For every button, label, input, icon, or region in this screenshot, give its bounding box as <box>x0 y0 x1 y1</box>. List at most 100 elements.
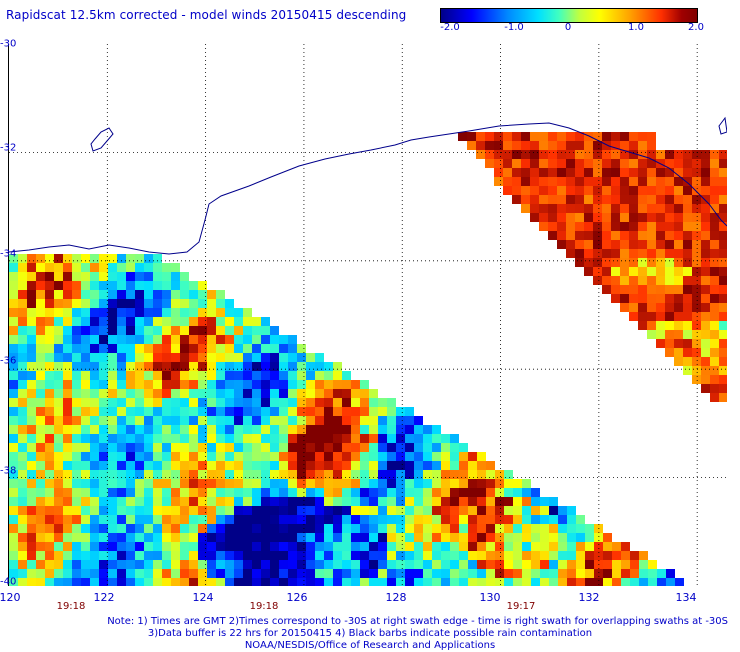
wind-cell <box>621 569 630 578</box>
wind-cell <box>189 425 198 434</box>
wind-cell <box>648 578 657 586</box>
wind-cell <box>566 132 575 141</box>
wind-cell <box>306 560 315 569</box>
wind-cell <box>27 281 36 290</box>
wind-cell <box>108 308 117 317</box>
wind-cell <box>27 344 36 353</box>
wind-cell <box>45 407 54 416</box>
wind-cell <box>378 524 387 533</box>
wind-cell <box>342 470 351 479</box>
wind-cell <box>81 398 90 407</box>
wind-cell <box>423 506 432 515</box>
wind-cell <box>647 285 656 294</box>
wind-cell <box>72 533 81 542</box>
wind-cell <box>27 461 36 470</box>
wind-cell <box>521 132 530 141</box>
wind-cell <box>405 407 414 416</box>
wind-cell <box>423 542 432 551</box>
wind-cell <box>423 497 432 506</box>
wind-cell <box>162 335 171 344</box>
wind-cell <box>45 443 54 452</box>
wind-cell <box>18 542 27 551</box>
wind-cell <box>126 308 135 317</box>
wind-cell <box>288 524 297 533</box>
wind-cell <box>477 515 486 524</box>
wind-cell <box>369 461 378 470</box>
wind-cell <box>18 434 27 443</box>
wind-cell <box>243 344 252 353</box>
wind-cell <box>189 389 198 398</box>
wind-cell <box>360 578 369 586</box>
wind-cell <box>270 479 279 488</box>
wind-cell <box>18 470 27 479</box>
wind-cell <box>602 159 611 168</box>
wind-cell <box>558 542 567 551</box>
wind-cell <box>360 560 369 569</box>
wind-cell <box>216 578 225 586</box>
wind-cell <box>270 515 279 524</box>
wind-cell <box>180 497 189 506</box>
wind-cell <box>252 560 261 569</box>
wind-cell <box>342 515 351 524</box>
wind-cell <box>360 380 369 389</box>
wind-cell <box>342 506 351 515</box>
wind-cell <box>611 249 620 258</box>
wind-cell <box>558 578 567 586</box>
wind-cell <box>45 452 54 461</box>
wind-cell <box>117 533 126 542</box>
wind-cell <box>575 249 584 258</box>
wind-cell <box>522 560 531 569</box>
wind-cell <box>279 371 288 380</box>
wind-cell <box>719 249 727 258</box>
wind-cell <box>99 380 108 389</box>
wind-cell <box>647 132 656 141</box>
wind-cell <box>135 353 144 362</box>
wind-cell <box>288 353 297 362</box>
wind-cell <box>207 326 216 335</box>
wind-cell <box>252 362 261 371</box>
wind-cell <box>674 231 683 240</box>
wind-cell <box>710 393 719 402</box>
wind-cell <box>504 515 513 524</box>
wind-cell <box>90 533 99 542</box>
wind-cell <box>504 506 513 515</box>
wind-cell <box>602 213 611 222</box>
wind-cell <box>72 398 81 407</box>
wind-cell <box>494 177 503 186</box>
wind-cell <box>468 461 477 470</box>
wind-cell <box>575 258 584 267</box>
wind-cell <box>378 497 387 506</box>
wind-cell <box>351 389 360 398</box>
wind-cell <box>252 578 261 586</box>
wind-cell <box>18 326 27 335</box>
wind-cell <box>189 434 198 443</box>
wind-cell <box>324 371 333 380</box>
wind-cell <box>180 479 189 488</box>
wind-cell <box>81 407 90 416</box>
wind-cell <box>468 470 477 479</box>
wind-cell <box>405 569 414 578</box>
wind-cell <box>171 515 180 524</box>
wind-cell <box>584 150 593 159</box>
wind-cell <box>602 141 611 150</box>
wind-cell <box>63 344 72 353</box>
wind-cell <box>243 362 252 371</box>
wind-cell <box>198 353 207 362</box>
wind-cell <box>665 330 674 339</box>
wind-cell <box>45 506 54 515</box>
lon-label: 130 <box>479 591 501 604</box>
wind-cell <box>629 231 638 240</box>
wind-cell <box>45 479 54 488</box>
lon-label: 124 <box>192 591 214 604</box>
wind-cell <box>692 267 701 276</box>
wind-cell <box>9 416 18 425</box>
wind-cell <box>54 263 63 272</box>
wind-cell <box>558 515 567 524</box>
wind-cell <box>351 479 360 488</box>
wind-cell <box>9 272 18 281</box>
wind-cell <box>333 407 342 416</box>
wind-cell <box>324 380 333 389</box>
wind-cell <box>99 299 108 308</box>
wind-cell <box>459 560 468 569</box>
wind-cell <box>306 470 315 479</box>
